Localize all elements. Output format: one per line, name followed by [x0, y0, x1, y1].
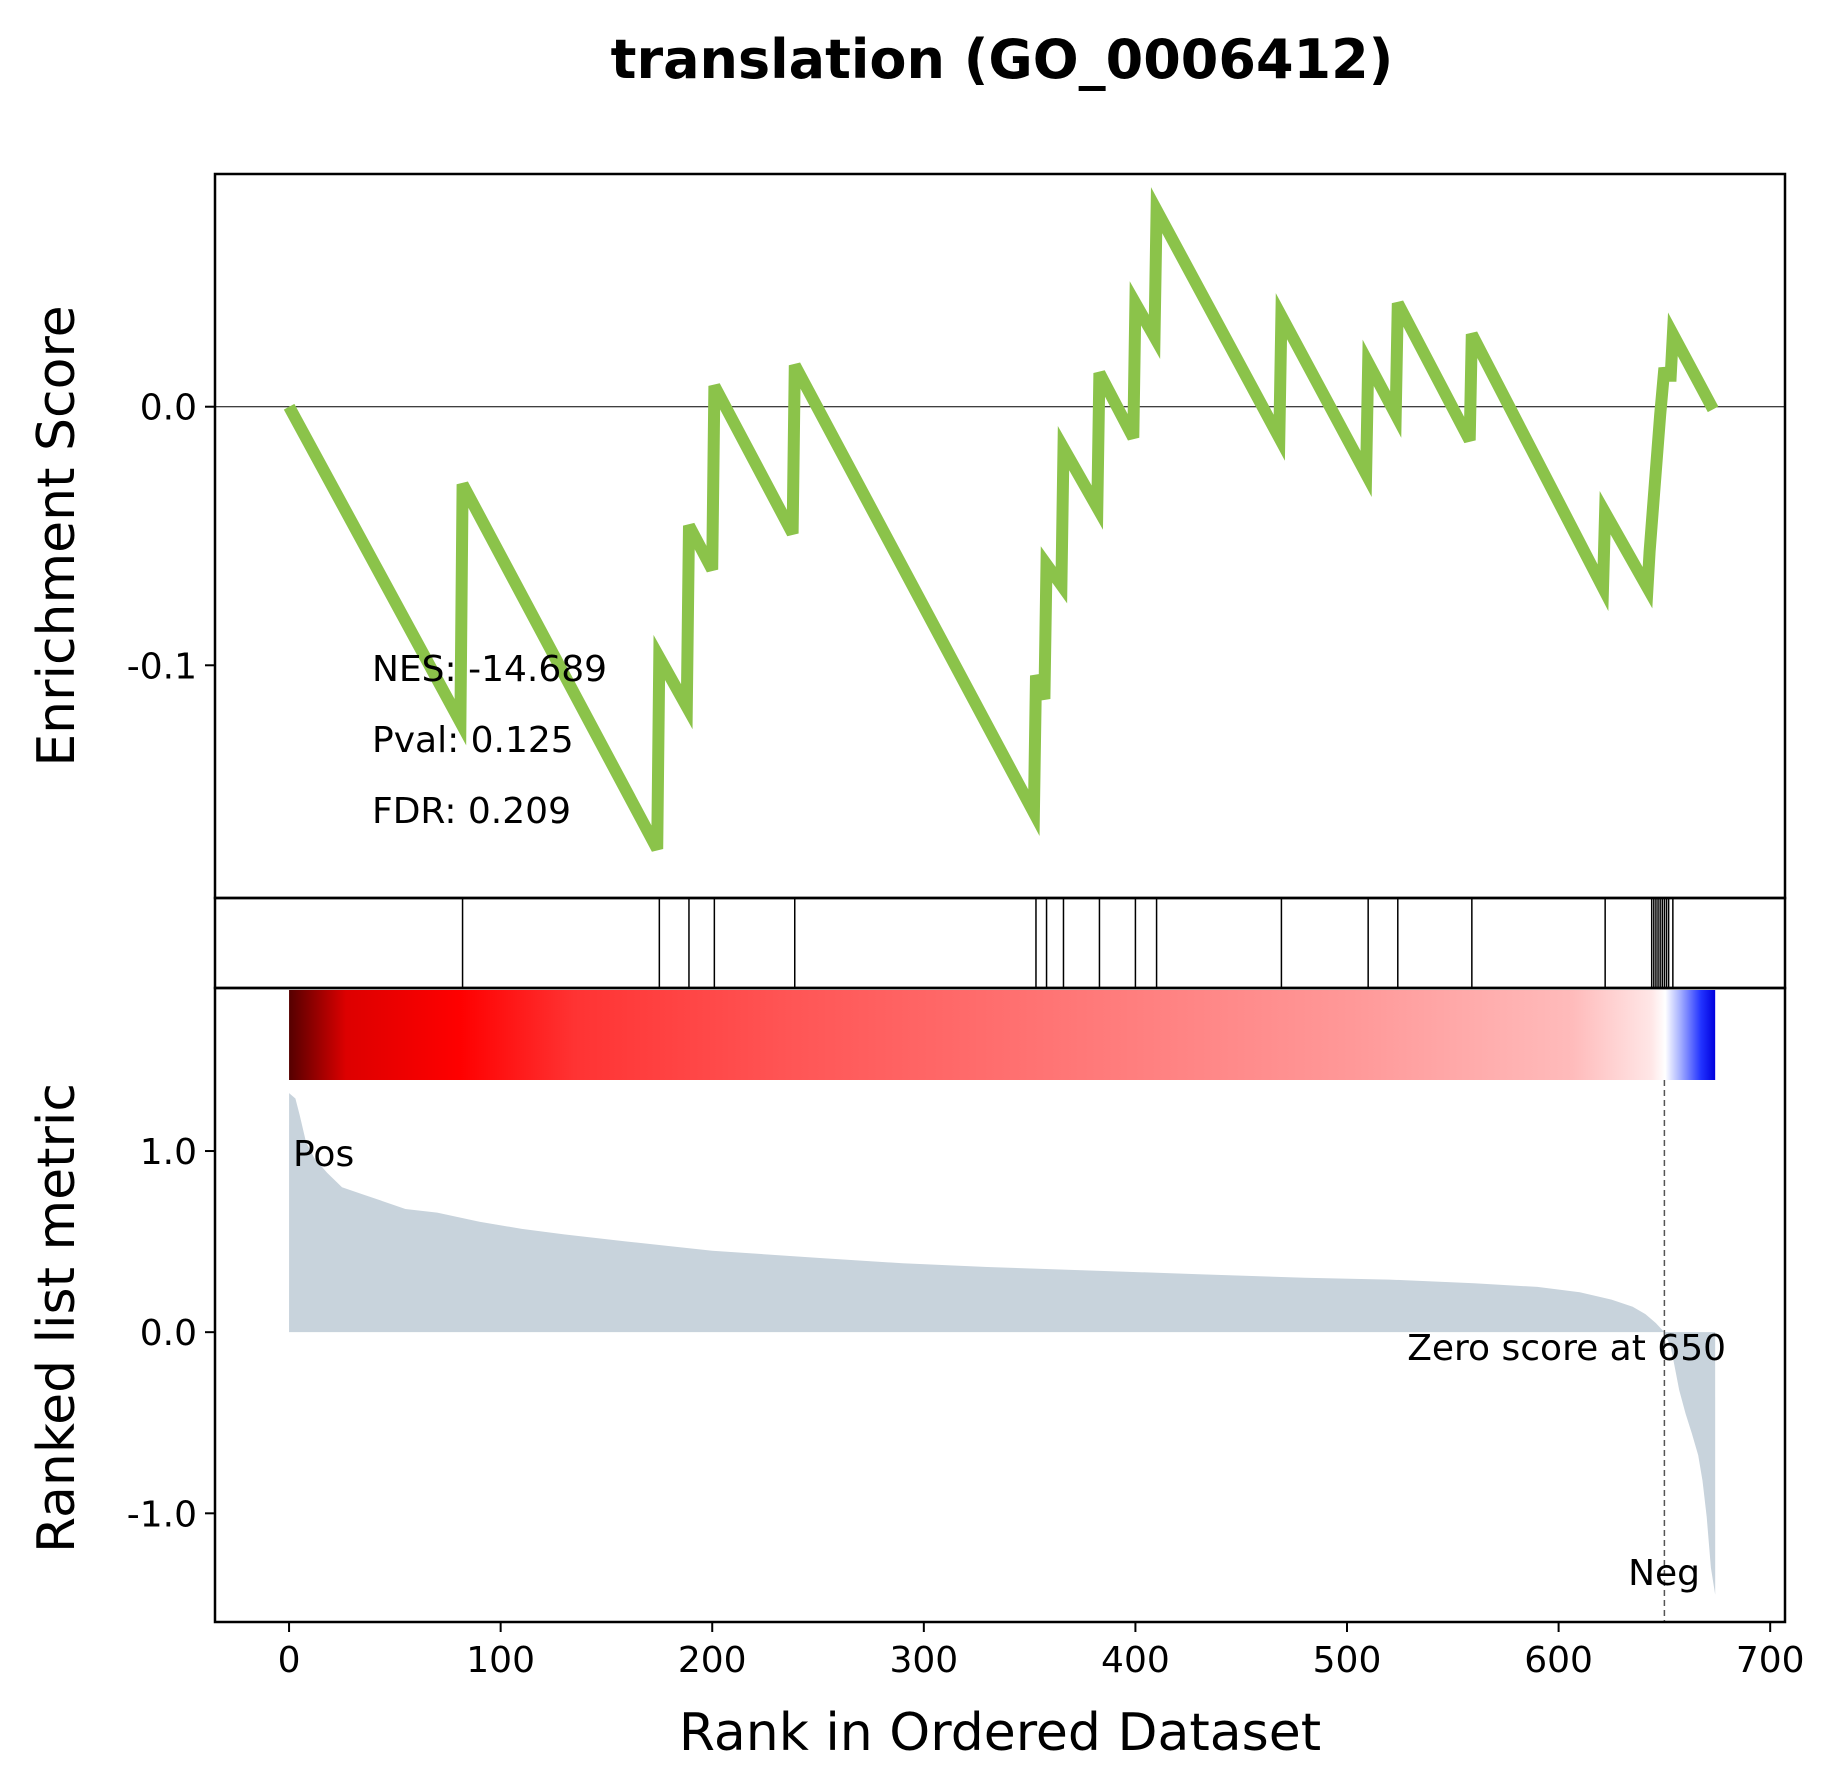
es-panel-frame [213, 172, 1787, 900]
metric-panel-frame [213, 986, 1787, 1624]
x-tick-label: 400 [1101, 1640, 1170, 1681]
x-tick-label: 700 [1736, 1640, 1805, 1681]
x-tick-label: 300 [889, 1640, 958, 1681]
es-y-axis-ticks: 0.0 -0.1 [127, 388, 215, 687]
hits-panel-frame [213, 896, 1787, 990]
pos-label: Pos [293, 1134, 354, 1175]
fdr-stat: FDR: 0.209 [372, 791, 571, 832]
hit-marks [461, 898, 1674, 988]
pval-stat: Pval: 0.125 [372, 720, 574, 761]
x-tick-label: 500 [1313, 1640, 1382, 1681]
metric-y-tick-label: 1.0 [140, 1132, 197, 1173]
zero-score-label: Zero score at 650 [1407, 1328, 1726, 1369]
x-tick-label: 600 [1524, 1640, 1593, 1681]
metric-y-axis-label: Ranked list metric [27, 1083, 87, 1553]
x-tick-label: 200 [678, 1640, 747, 1681]
x-tick-label: 0 [278, 1640, 301, 1681]
enrichment-score-curve [283, 187, 1719, 852]
nes-stat: NES: -14.689 [372, 649, 607, 690]
es-y-axis-label: Enrichment Score [27, 305, 87, 766]
x-axis-label: Rank in Ordered Dataset [679, 1703, 1321, 1763]
x-axis-ticks: 0 100 200 300 400 500 600 700 [278, 1622, 1805, 1681]
chart-title: translation (GO_0006412) [611, 28, 1394, 91]
es-y-tick-label: -0.1 [127, 646, 197, 687]
es-y-tick-label: 0.0 [140, 388, 197, 429]
metric-y-tick-label: 0.0 [140, 1313, 197, 1354]
x-tick-label: 100 [466, 1640, 535, 1681]
metric-y-axis-ticks: 1.0 0.0 -1.0 [127, 1132, 215, 1535]
metric-y-tick-label: -1.0 [127, 1494, 197, 1535]
neg-label: Neg [1628, 1553, 1700, 1594]
rank-color-bar [289, 990, 1716, 1080]
